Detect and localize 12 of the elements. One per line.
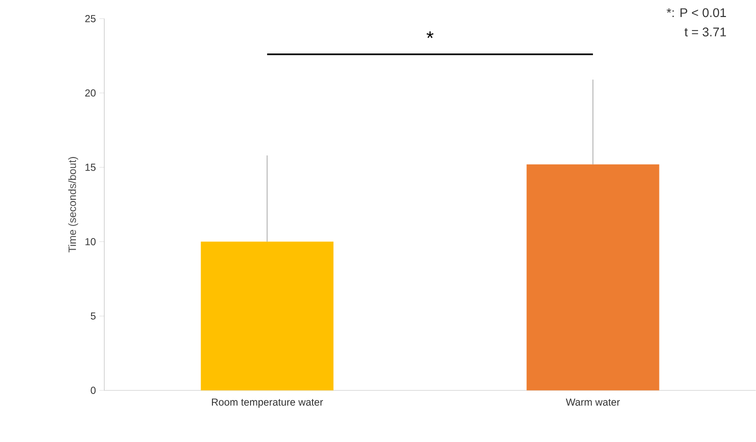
y-axis-title: Time (seconds/bout) xyxy=(68,156,78,252)
text: *: P < 0.01 xyxy=(666,8,726,17)
y-tick-label: 15 xyxy=(86,164,96,171)
y-tick-label: 20 xyxy=(85,89,96,96)
annotation: t = 3.71 xyxy=(684,27,726,36)
y-tick-label: 0 xyxy=(90,386,96,394)
x-tick-label: Room temperature water xyxy=(212,398,323,408)
y-tick-label: 10 xyxy=(86,238,96,246)
x-tick-label: Warm water xyxy=(566,398,620,406)
y-tick-label: 5 xyxy=(90,312,96,320)
y-tick-label: 25 xyxy=(85,14,96,22)
annotation: * xyxy=(426,31,434,38)
